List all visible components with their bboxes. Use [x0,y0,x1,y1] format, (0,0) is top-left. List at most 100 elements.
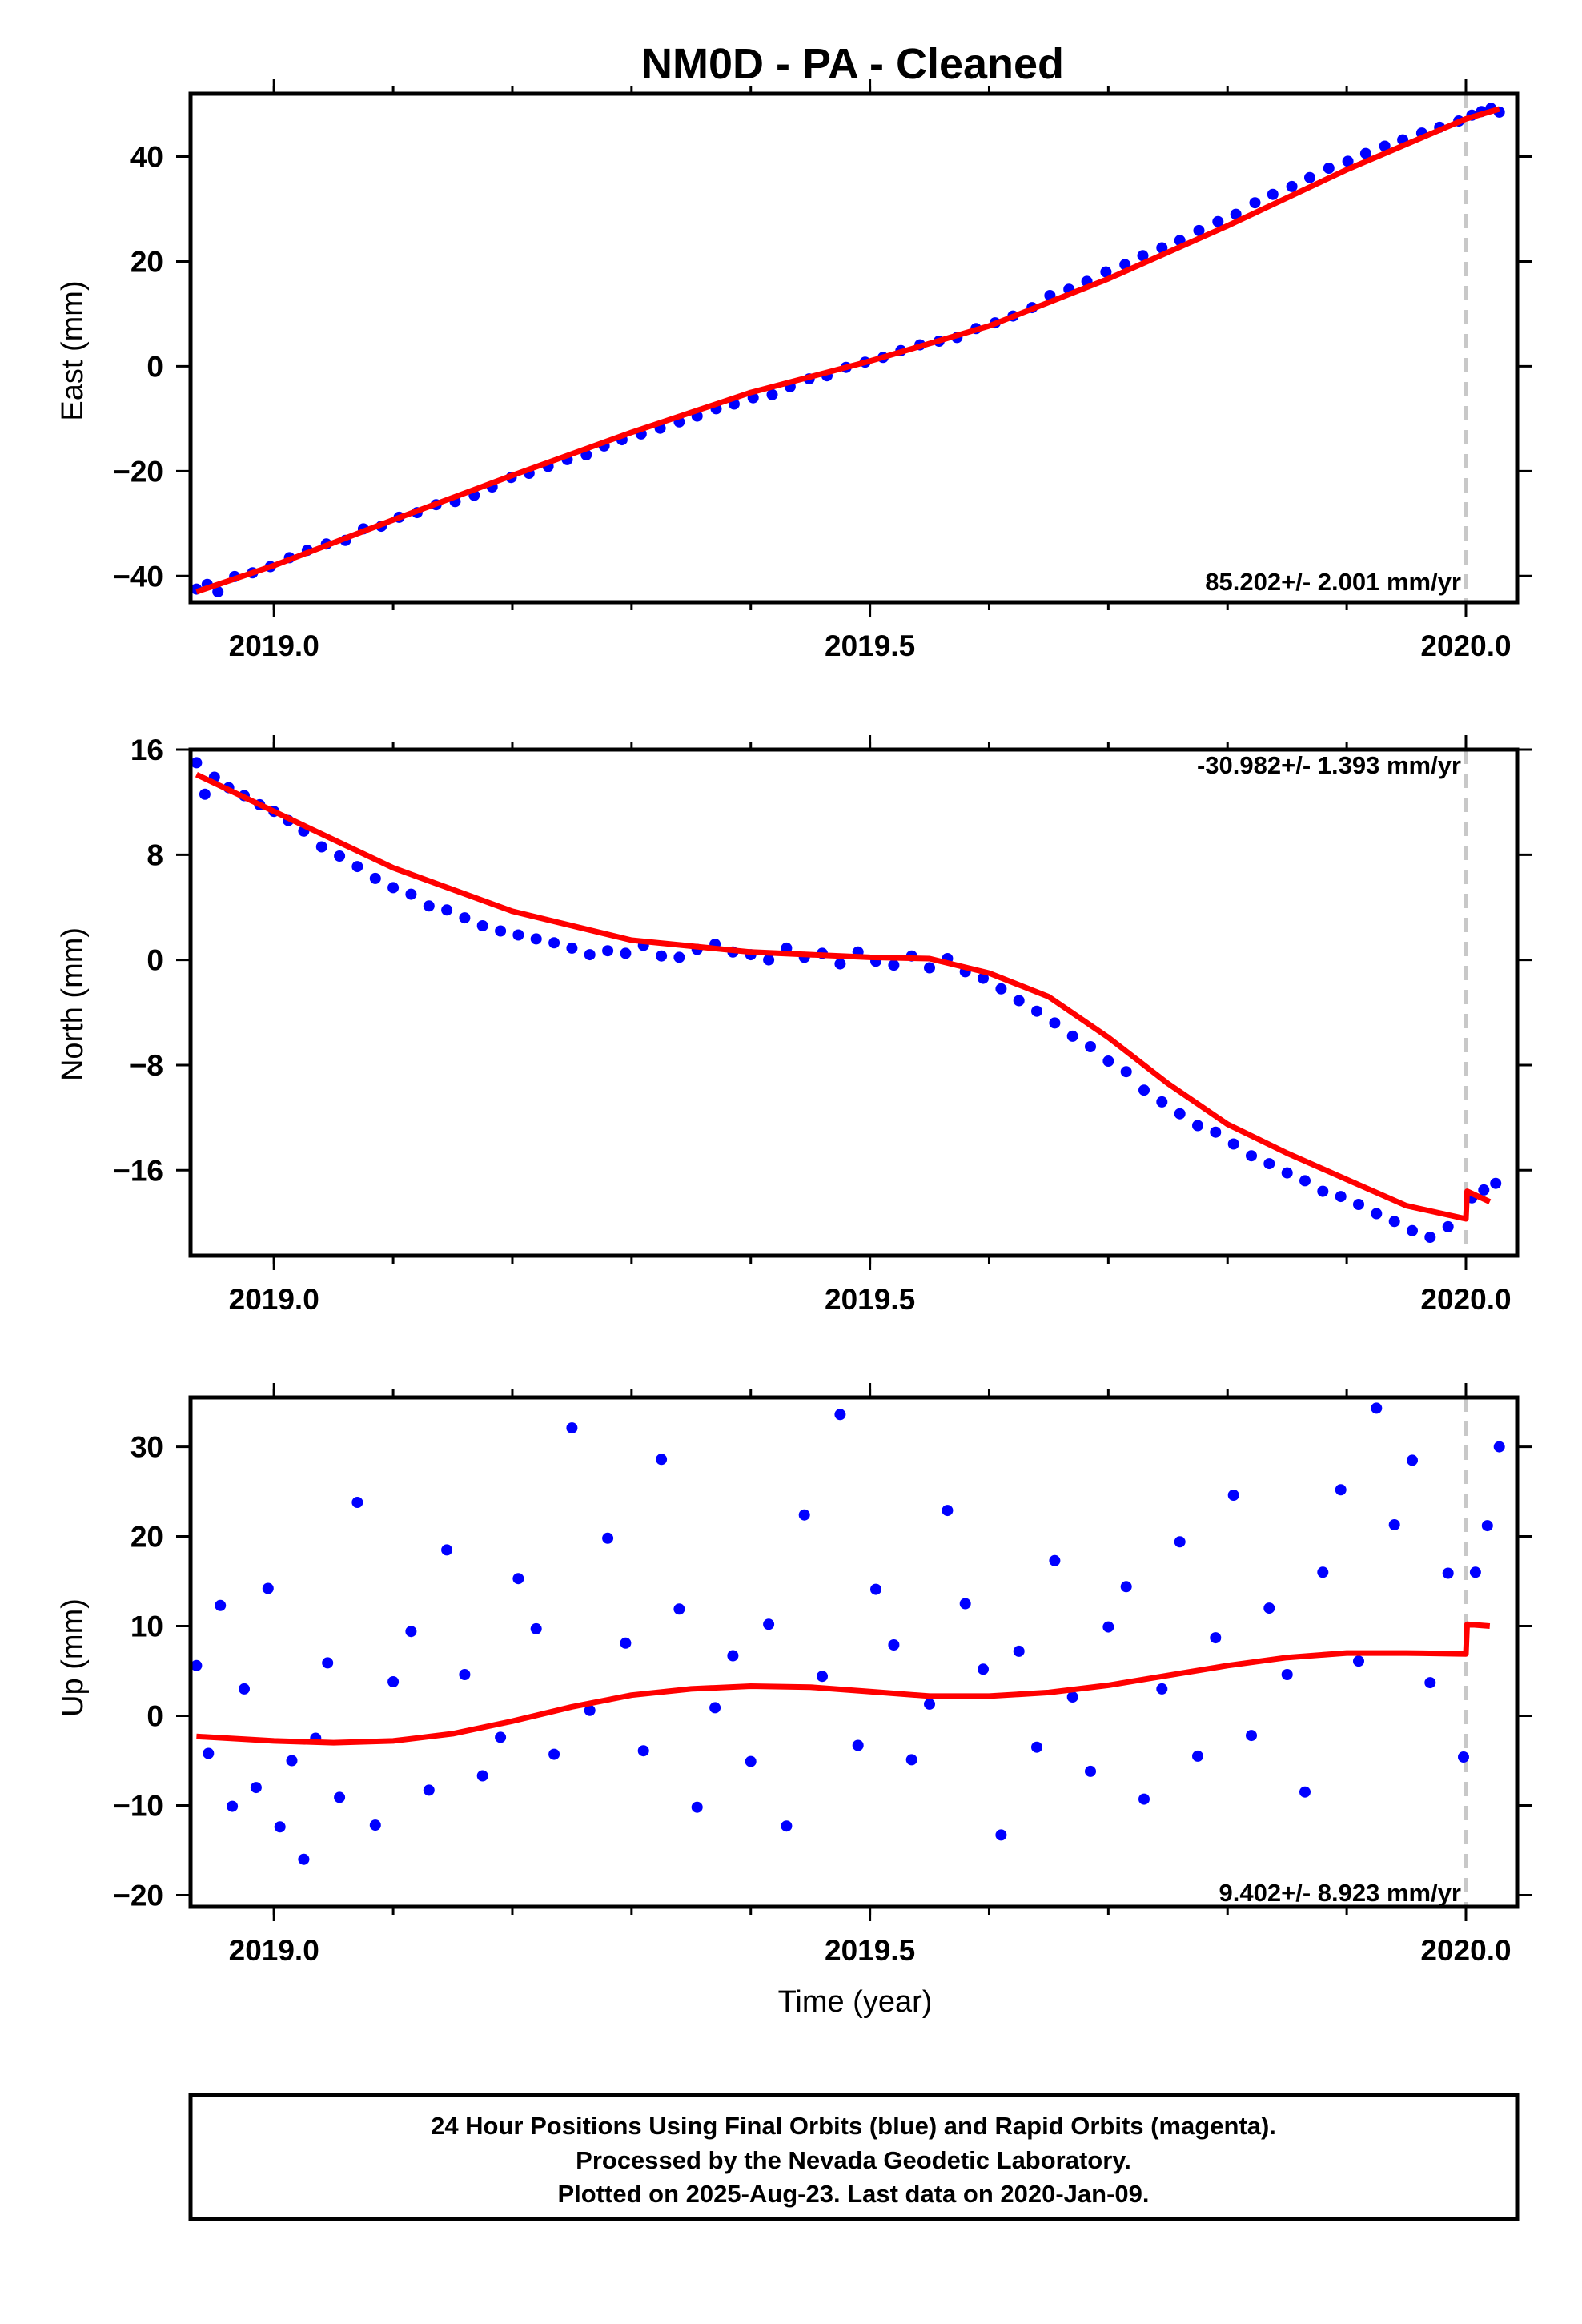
east-data-point [1230,208,1242,220]
east-plot-area: 2019.0 2019.5 2020.0 −40 −20 0 20 40 [113,79,1532,662]
up-data-point [1388,1519,1400,1530]
up-data-point [1493,1441,1505,1453]
up-data-points [191,1402,1505,1865]
up-data-point [405,1626,417,1638]
north-data-point [1102,1055,1114,1067]
up-data-point [817,1671,828,1683]
up-data-point [334,1791,346,1803]
up-data-point [942,1505,954,1517]
up-data-point [1066,1691,1078,1703]
up-data-point [978,1663,989,1675]
up-data-point [745,1755,757,1767]
up-ytick-label: −10 [113,1789,163,1822]
north-data-point [566,942,578,954]
north-data-point [191,757,203,769]
north-data-point [1407,1224,1418,1236]
up-data-point [709,1702,721,1714]
up-data-point [1353,1655,1364,1667]
north-data-point [1085,1041,1096,1052]
north-ytick-label: −16 [113,1154,163,1187]
up-data-point [1371,1402,1383,1414]
up-data-point [924,1698,935,1710]
north-ytick-label: 16 [130,734,163,766]
north-data-point [1210,1126,1222,1138]
east-fit-line [195,106,1500,595]
north-data-point [888,959,900,971]
up-data-point [1407,1454,1418,1466]
up-data-point [781,1820,793,1832]
up-data-point [274,1821,286,1833]
east-ytick-label: 0 [147,350,163,383]
up-data-point [691,1801,703,1813]
north-data-point [1013,995,1025,1007]
north-data-point [495,925,507,937]
east-ytick-label: −20 [113,455,163,488]
north-data-point [763,954,775,966]
east-data-point [1137,250,1149,262]
north-plot-area: 2019.0 2019.5 2020.0 −16 −8 0 8 16 [113,734,1532,1316]
up-data-point [1281,1669,1293,1680]
up-data-point [441,1544,453,1556]
east-frame [188,91,1520,605]
up-data-point [727,1650,739,1662]
up-data-point [286,1755,298,1767]
up-data-point [1085,1765,1096,1777]
north-panel: 2019.0 2019.5 2020.0 −16 −8 0 8 16 North (mm) -… [56,734,1532,1316]
north-data-point [334,850,346,862]
up-data-point [1013,1645,1025,1657]
east-data-point [1304,171,1315,183]
east-data-point [1323,163,1335,174]
up-data-point [1227,1490,1239,1501]
north-data-point [387,882,400,894]
up-data-point [191,1659,203,1671]
up-data-point [602,1532,614,1544]
footer-box: 24 Hour Positions Using Final Orbits (bl… [188,2093,1520,2221]
up-data-point [250,1782,262,1794]
up-data-point [548,1748,560,1760]
north-data-point [1317,1185,1329,1197]
footer-frame [188,2093,1520,2221]
north-data-point [1174,1108,1186,1120]
north-ytick-label: 0 [147,944,163,977]
north-data-point [995,983,1007,995]
north-data-point [1281,1167,1293,1179]
north-data-point [351,861,363,873]
up-plot-area: 2019.0 2019.5 2020.0 −20 −10 0 10 20 30 [113,1383,1532,1967]
up-data-point [262,1582,274,1594]
north-data-point [602,945,614,957]
up-data-point [351,1497,363,1508]
east-data-point [1193,224,1205,236]
up-data-point [423,1784,435,1796]
up-data-point [1120,1581,1132,1593]
north-data-point [1299,1175,1311,1187]
up-ytick-label: 30 [130,1431,163,1464]
up-data-point [1424,1677,1436,1689]
east-data-point [1100,266,1112,278]
east-data-point [1359,147,1371,159]
up-data-point [215,1599,227,1611]
north-data-point [476,920,488,931]
east-ytick-label: −40 [113,560,163,593]
north-data-point [441,904,453,916]
up-data-point [620,1637,632,1649]
north-data-point [620,947,632,959]
north-ytick-label: −8 [130,1049,163,1082]
up-data-point [322,1657,334,1669]
up-data-point [1335,1484,1347,1496]
north-data-point [369,872,381,884]
up-data-point [637,1745,649,1757]
north-data-point [512,929,524,941]
up-ytick-label: −20 [113,1879,163,1912]
up-data-point [905,1754,917,1766]
up-data-point [1138,1793,1150,1805]
up-data-point [1317,1566,1329,1578]
up-data-point [203,1747,215,1759]
north-data-point [1120,1066,1132,1078]
up-rate-label: 9.402+/- 8.923 mm/yr [1219,1879,1461,1907]
east-data-point [1342,155,1354,167]
north-data-point [673,951,685,963]
up-data-point [387,1676,400,1687]
up-data-point [1458,1751,1469,1763]
footer-line-3: Plotted on 2025-Aug-23. Last data on 202… [557,2180,1149,2208]
